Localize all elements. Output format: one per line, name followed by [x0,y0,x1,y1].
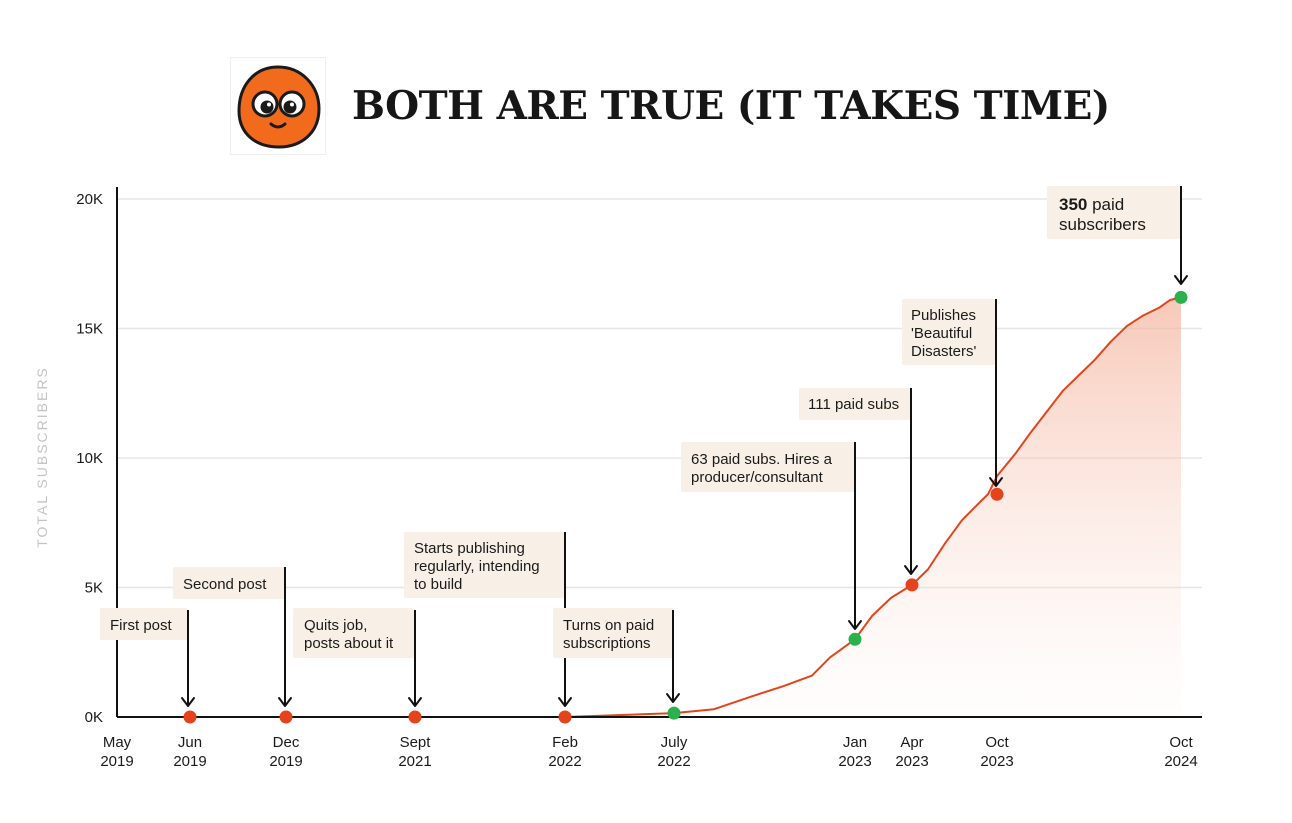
x-axis-tick-labels: May 2019 Jun 2019 Dec 2019 Sept 2021 Feb 2022 July… [100,734,1197,770]
x-tick-label-month: Jan [843,734,867,751]
logo [230,57,326,155]
event-marker [558,710,572,724]
event-marker [905,578,919,592]
annotation-text: Quits job, [304,617,367,634]
y-axis-tick-labels: 0K 5K 10K 15K 20K [76,191,103,726]
arrowhead [1174,275,1188,285]
x-tick-label-month: July [661,734,688,751]
annotation-box [553,608,673,658]
x-tick-label-year: 2021 [398,753,431,770]
x-tick-label-year: 2023 [895,753,928,770]
annotation-text: posts about it [304,635,394,652]
annotation-box [681,442,854,492]
x-tick-label-year: 2022 [657,753,690,770]
x-tick-label-month: Dec [273,734,300,751]
y-tick-label: 5K [85,580,103,597]
x-tick-label-month: May [103,734,132,751]
x-tick-label-year: 2024 [1164,753,1197,770]
x-tick-label-year: 2019 [173,753,206,770]
annotation-text: First post [110,617,173,634]
x-tick-label-month: Oct [1169,734,1193,751]
annotation-text: Starts publishing [414,540,525,557]
annotation-box [293,608,414,658]
annotation-text: Second post [183,576,267,593]
x-tick-label-month: Oct [985,734,1009,751]
markers [183,290,1188,724]
y-tick-label: 10K [76,450,103,467]
series-line [117,296,1182,718]
annotation-text: 350 paid [1059,195,1124,214]
event-marker [279,710,293,724]
annotation-text: subscriptions [563,635,651,652]
annotation-text: 'Beautiful [911,325,972,342]
annotation-box [799,388,910,420]
annotation-text: Disasters' [911,343,977,360]
x-tick-label-month: Sept [400,734,432,751]
y-axis-label: TOTAL SUBSCRIBERS [34,366,50,548]
annotations: First post Second post Quits job,posts abo… [100,186,1188,707]
chart-header: BOTH ARE TRUE (IT TAKES TIME) [230,57,1110,155]
y-tick-label: 0K [85,709,103,726]
annotation-text: regularly, intending [414,558,540,575]
event-marker [183,710,197,724]
annotation-text: to build [414,576,462,593]
event-marker [408,710,422,724]
arrowhead [666,693,680,703]
annotation-bold-value: 350 [1059,195,1087,214]
area-layer [117,296,1182,718]
annotation-box [1047,186,1180,239]
annotation-callout: 111 paid subs [799,388,918,575]
orange-blob-face-icon [237,65,321,149]
annotation-text: producer/consultant [691,469,824,486]
x-tick-label-year: 2022 [548,753,581,770]
event-marker [990,487,1004,501]
x-tick-label-year: 2023 [838,753,871,770]
annotation-callout: Second post [173,567,292,707]
x-tick-label-year: 2023 [980,753,1013,770]
annotation-text: 63 paid subs. Hires a [691,451,833,468]
event-marker [848,632,862,646]
y-tick-label: 20K [76,191,103,208]
arrowhead [989,477,1003,487]
annotation-box [100,608,188,640]
chart-title: BOTH ARE TRUE (IT TAKES TIME) [352,83,1110,129]
annotation-callout: First post [100,608,195,707]
x-tick-label-month: Jun [178,734,202,751]
annotation-text: Turns on paid [563,617,654,634]
x-tick-label-year: 2019 [100,753,133,770]
annotation-box [173,567,285,599]
event-marker [667,706,681,720]
event-marker [1174,290,1188,304]
annotation-callout: Quits job,posts about it [293,608,422,707]
x-tick-label-month: Apr [900,734,923,751]
y-tick-label: 15K [76,321,103,338]
arrowhead [848,620,862,630]
arrowhead [408,697,422,707]
x-tick-label-year: 2019 [269,753,302,770]
arrowhead [181,697,195,707]
annotation-text: subscribers [1059,215,1146,234]
arrowhead [558,697,572,707]
arrowhead [278,697,292,707]
annotation-text: Publishes [911,307,976,324]
annotation-text: 111 paid subs [808,396,899,413]
annotation-box [902,299,995,365]
x-tick-label-month: Feb [552,734,578,751]
area-fill [117,297,1181,717]
annotation-box [404,532,564,598]
arrowhead [904,565,918,575]
